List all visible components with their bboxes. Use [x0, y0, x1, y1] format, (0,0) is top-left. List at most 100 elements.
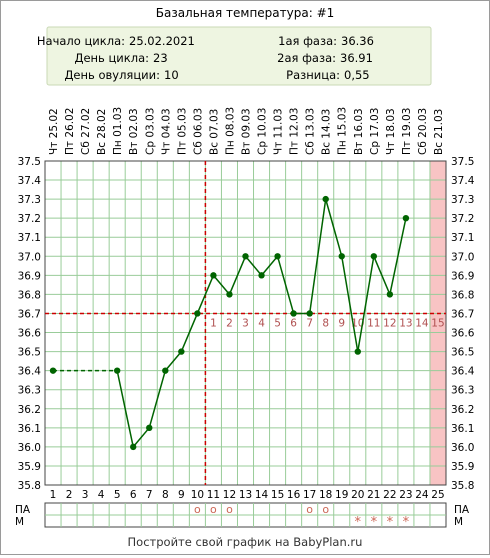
y-tick-label-right: 36.4: [451, 366, 475, 378]
m-marker: *: [371, 515, 378, 530]
x-day-label: 5: [114, 489, 121, 501]
date-label: Пн 15.03: [337, 107, 349, 155]
info-panel: Начало цикла: 25.02.2021 День цикла: 23 …: [37, 26, 432, 86]
phase1-label: 1ая фаза:: [278, 34, 337, 48]
x-day-label: 16: [287, 489, 301, 501]
footer-link[interactable]: Постройте свой график на BabyPlan.ru: [128, 535, 363, 549]
temperature-point: [242, 253, 249, 260]
x-day-label: 17: [303, 489, 316, 501]
x-day-label: 15: [271, 489, 284, 501]
temperature-point: [194, 310, 201, 317]
y-tick-label-left: 36.1: [18, 423, 41, 435]
date-label: Чт 04.03: [160, 108, 172, 155]
date-label: Вс 07.03: [208, 109, 220, 155]
date-label: Ср 10.03: [257, 108, 269, 155]
x-day-label: 14: [255, 489, 269, 501]
temperature-point: [258, 272, 265, 279]
phase2-day-number: 10: [351, 317, 364, 329]
date-label: Чт 11.03: [273, 108, 285, 155]
y-tick-label-left: 35.8: [18, 480, 41, 492]
phase2-day-number: 11: [367, 317, 380, 329]
date-label: Ср 17.03: [369, 108, 381, 155]
y-tick-label-left: 36.6: [18, 328, 42, 340]
temperature-point: [386, 291, 394, 298]
y-tick-label-left: 36.5: [18, 347, 41, 359]
date-label: Сб 20.03: [417, 108, 429, 155]
date-label: Вт 09.03: [241, 108, 253, 155]
difference-label: Разница:: [286, 68, 340, 82]
temperature-segment: [132, 427, 150, 448]
date-label: Пт 26.02: [64, 108, 76, 155]
x-day-label: 25: [431, 489, 444, 501]
temperature-point: [226, 291, 233, 298]
date-label: Ср 03.03: [144, 108, 156, 155]
temperature-point: [146, 424, 153, 432]
temperature-segment: [164, 351, 182, 372]
y-tick-label-left: 37.4: [18, 175, 42, 187]
temperature-segment: [324, 198, 343, 257]
phase2-day-number: 14: [415, 317, 429, 329]
phase2-day-number: 6: [290, 317, 297, 329]
y-tick-label-left: 36.4: [18, 366, 42, 378]
y-tick-label-right: 36.0: [451, 442, 474, 454]
x-day-label: 20: [351, 489, 364, 501]
y-tick-label-left: 36.0: [18, 442, 41, 454]
temperature-segment: [260, 255, 279, 276]
temperature-point: [402, 214, 410, 222]
phase2-day-number: 9: [338, 317, 345, 329]
y-tick-label-right: 36.1: [451, 423, 474, 435]
phase2-day-number: 2: [226, 317, 233, 329]
date-label: Чт 18.03: [385, 108, 397, 155]
x-day-label: 10: [191, 489, 204, 501]
y-tick-label-left: 36.8: [18, 289, 41, 301]
y-tick-label-left: 37.3: [18, 194, 41, 206]
phase2-day-number: 1: [210, 317, 217, 329]
pa-marker: o: [306, 503, 313, 516]
y-tick-label-left: 36.9: [18, 270, 41, 282]
y-tick-label-right: 37.4: [451, 175, 475, 187]
date-label: Вс 14.03: [321, 109, 333, 155]
date-label: Сб 13.03: [305, 108, 317, 155]
row-label-pa-left: ПА: [15, 504, 31, 516]
chart-title: Базальная температура: #1: [156, 6, 335, 20]
temperature-point: [306, 310, 313, 317]
phase2-day-number: 5: [274, 317, 281, 329]
x-day-label: 11: [207, 489, 220, 501]
phase2-day-number: 8: [322, 317, 329, 329]
phase2-day-number: 15: [431, 317, 444, 329]
y-tick-label-right: 37.5: [451, 156, 474, 168]
phase2-day-number: 13: [399, 317, 412, 329]
cycle-start-value: 25.02.2021: [129, 34, 195, 48]
temperature-point: [49, 367, 57, 374]
x-day-label: 8: [162, 489, 169, 501]
temperature-point: [274, 253, 281, 260]
y-tick-label-left: 36.7: [18, 308, 41, 320]
temperature-segment: [357, 256, 375, 352]
temperature-point: [338, 253, 345, 260]
date-label: Пт 05.03: [176, 108, 188, 155]
y-tick-label-right: 36.9: [451, 270, 474, 282]
phase2-label: 2ая фаза:: [277, 51, 336, 65]
y-tick-label-right: 36.2: [451, 404, 474, 416]
plot-border: [44, 160, 447, 486]
x-day-label: 19: [335, 489, 348, 501]
temperature-point: [210, 272, 217, 279]
y-tick-label-left: 35.9: [18, 461, 41, 473]
temperature-segment: [228, 256, 247, 295]
row-label-m-right: М: [454, 516, 463, 528]
date-label: Пт 19.03: [401, 108, 413, 155]
x-day-label: 12: [223, 489, 236, 501]
x-day-label: 2: [66, 489, 73, 501]
temperature-segment: [276, 256, 295, 314]
date-label: Вт 02.03: [128, 108, 140, 155]
y-tick-label-right: 35.8: [451, 480, 474, 492]
date-label: Сб 06.03: [192, 108, 204, 155]
y-tick-label-right: 37.0: [451, 251, 474, 263]
pa-marker: o: [194, 503, 201, 516]
pa-marker: o: [210, 503, 217, 516]
y-tick-label-left: 37.1: [18, 232, 41, 244]
y-tick-label-left: 37.5: [18, 156, 41, 168]
temperature-segment: [389, 218, 407, 295]
temperature-segment: [308, 199, 327, 314]
